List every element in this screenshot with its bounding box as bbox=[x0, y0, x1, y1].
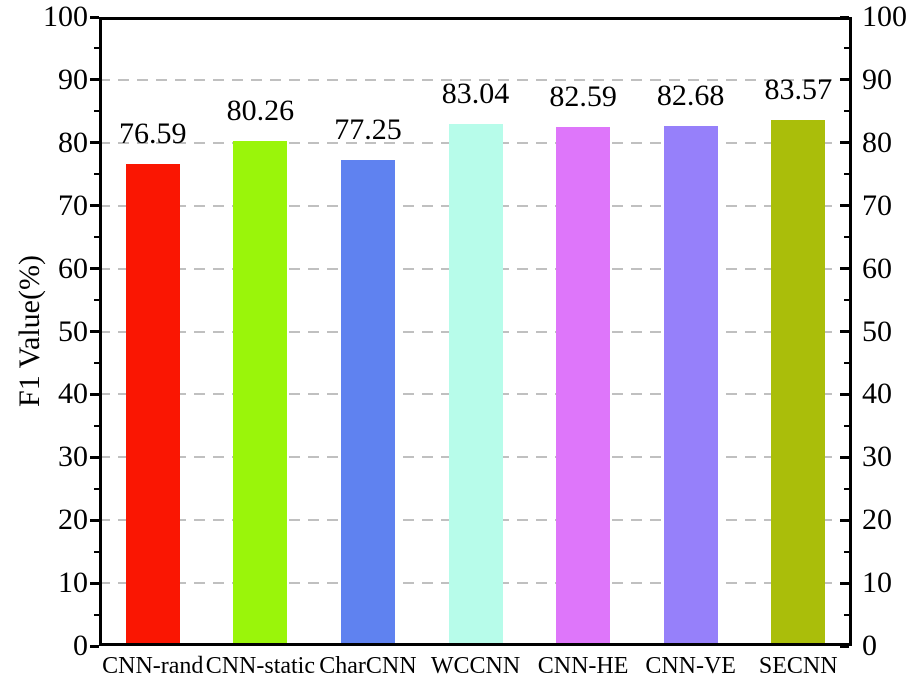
bar-band-cnn-ve: 82.68 bbox=[637, 17, 745, 646]
bar-band-cnn-static: 80.26 bbox=[207, 17, 315, 646]
right-minor-tick-5 bbox=[844, 613, 849, 616]
left-major-tick-30 bbox=[90, 455, 99, 459]
bar-secnn bbox=[771, 120, 826, 646]
right-minor-tick-75 bbox=[844, 173, 849, 176]
left-minor-tick-65 bbox=[94, 236, 99, 239]
right-major-tick-100 bbox=[840, 15, 849, 19]
bar-value-label-charcnn: 77.25 bbox=[334, 113, 402, 147]
y-tick-label-left-100: 100 bbox=[43, 0, 88, 33]
x-tick-labels-layer: CNN-rand CNN-static CharCNN WCCNN CNN-HE CNN-… bbox=[0, 652, 908, 682]
left-minor-tick-5 bbox=[94, 613, 99, 616]
right-major-tick-60 bbox=[840, 267, 849, 271]
bar-cnn-he bbox=[556, 126, 611, 646]
y-tick-label-right-80: 80 bbox=[862, 125, 892, 159]
bar-band-secnn: 83.57 bbox=[744, 17, 852, 646]
bar-band-wccnn: 83.04 bbox=[422, 17, 530, 646]
left-major-tick-10 bbox=[90, 581, 99, 585]
y-tick-label-right-100: 100 bbox=[862, 0, 907, 33]
right-minor-tick-55 bbox=[844, 299, 849, 302]
y-tick-label-right-0: 0 bbox=[862, 629, 877, 662]
right-major-tick-30 bbox=[840, 455, 849, 459]
right-minor-tick-85 bbox=[844, 110, 849, 113]
y-tick-label-left-0: 0 bbox=[73, 629, 88, 662]
left-minor-tick-35 bbox=[94, 424, 99, 427]
bar-value-label-cnn-rand: 76.59 bbox=[119, 117, 187, 151]
left-minor-tick-95 bbox=[94, 47, 99, 50]
y-tick-label-left-60: 60 bbox=[58, 251, 88, 285]
y-axis-title: F1 Value(%) bbox=[13, 255, 46, 407]
x-tick-label-charcnn: CharCNN bbox=[319, 653, 417, 679]
left-major-tick-50 bbox=[90, 330, 99, 333]
y-tick-label-left-30: 30 bbox=[58, 440, 88, 474]
right-major-tick-10 bbox=[840, 581, 849, 585]
bar-band-charcnn: 77.25 bbox=[314, 17, 422, 646]
y-tick-label-left-50: 50 bbox=[58, 314, 88, 348]
y-tick-label-left-70: 70 bbox=[58, 188, 88, 222]
y-tick-label-left-40: 40 bbox=[58, 377, 88, 411]
y-tick-label-right-20: 20 bbox=[862, 503, 892, 537]
left-minor-tick-55 bbox=[94, 299, 99, 302]
bar-value-label-cnn-he: 82.59 bbox=[549, 79, 617, 113]
y-tick-label-left-20: 20 bbox=[58, 503, 88, 537]
bar-value-label-wccnn: 83.04 bbox=[441, 76, 510, 110]
y-tick-label-right-60: 60 bbox=[862, 251, 892, 285]
right-major-tick-80 bbox=[840, 141, 849, 145]
x-tick-label-cnn-static: CNN-static bbox=[205, 653, 315, 679]
x-tick-label-secnn: SECNN bbox=[758, 653, 838, 679]
left-major-tick-80 bbox=[90, 141, 99, 145]
y-tick-label-right-50: 50 bbox=[862, 314, 892, 348]
x-tick-label-cnn-ve: CNN-VE bbox=[645, 653, 736, 679]
bar-charcnn bbox=[340, 160, 395, 646]
y-tick-label-right-30: 30 bbox=[862, 440, 892, 474]
right-minor-tick-45 bbox=[844, 361, 849, 364]
plot-area: 76.59 80.26 77.25 83.04 82.59 82.68 83.57 bbox=[99, 17, 852, 646]
bar-cnn-rand bbox=[125, 164, 180, 646]
y-tick-label-left-90: 90 bbox=[58, 62, 88, 96]
bar-band-cnn-he: 82.59 bbox=[529, 17, 637, 646]
left-major-tick-0 bbox=[90, 644, 99, 648]
bar-value-label-cnn-ve: 82.68 bbox=[656, 78, 725, 112]
right-major-tick-90 bbox=[840, 78, 849, 82]
bar-wccnn bbox=[448, 123, 503, 646]
bar-value-label-cnn-static: 80.26 bbox=[226, 94, 295, 128]
y-tick-label-right-90: 90 bbox=[862, 62, 892, 96]
x-tick-label-cnn-he: CNN-HE bbox=[537, 653, 629, 679]
y-tick-label-left-10: 10 bbox=[58, 566, 88, 600]
y-tick-label-left-80: 80 bbox=[58, 125, 88, 159]
bars-layer: 76.59 80.26 77.25 83.04 82.59 82.68 83.57 bbox=[99, 17, 852, 646]
right-major-tick-20 bbox=[840, 518, 849, 522]
bar-cnn-static bbox=[233, 141, 288, 646]
right-major-tick-40 bbox=[840, 392, 849, 396]
y-tick-label-right-40: 40 bbox=[862, 377, 892, 411]
right-minor-tick-95 bbox=[844, 47, 849, 50]
left-major-tick-70 bbox=[90, 204, 99, 208]
right-major-tick-0 bbox=[840, 644, 849, 648]
bar-value-label-secnn: 83.57 bbox=[764, 73, 833, 107]
x-tick-label-cnn-rand: CNN-rand bbox=[102, 653, 204, 679]
left-minor-tick-75 bbox=[94, 173, 99, 176]
left-minor-tick-45 bbox=[94, 361, 99, 364]
y-tick-label-right-70: 70 bbox=[862, 188, 892, 222]
left-major-tick-40 bbox=[90, 392, 99, 396]
gridline-90 bbox=[99, 78, 852, 81]
right-major-tick-70 bbox=[840, 204, 849, 208]
left-major-tick-90 bbox=[90, 78, 99, 82]
right-major-tick-50 bbox=[840, 330, 849, 333]
left-minor-tick-85 bbox=[94, 110, 99, 113]
left-major-tick-20 bbox=[90, 518, 99, 522]
left-major-tick-60 bbox=[90, 267, 99, 271]
right-minor-tick-25 bbox=[844, 487, 849, 490]
bar-cnn-ve bbox=[663, 125, 718, 646]
right-minor-tick-35 bbox=[844, 424, 849, 427]
right-minor-tick-15 bbox=[844, 550, 849, 553]
left-minor-tick-15 bbox=[94, 550, 99, 553]
left-major-tick-100 bbox=[90, 15, 99, 19]
bar-band-cnn-rand: 76.59 bbox=[99, 17, 207, 646]
left-minor-tick-25 bbox=[94, 487, 99, 490]
y-tick-label-right-10: 10 bbox=[862, 566, 892, 600]
x-tick-label-wccnn: WCCNN bbox=[430, 653, 521, 679]
right-minor-tick-65 bbox=[844, 236, 849, 239]
